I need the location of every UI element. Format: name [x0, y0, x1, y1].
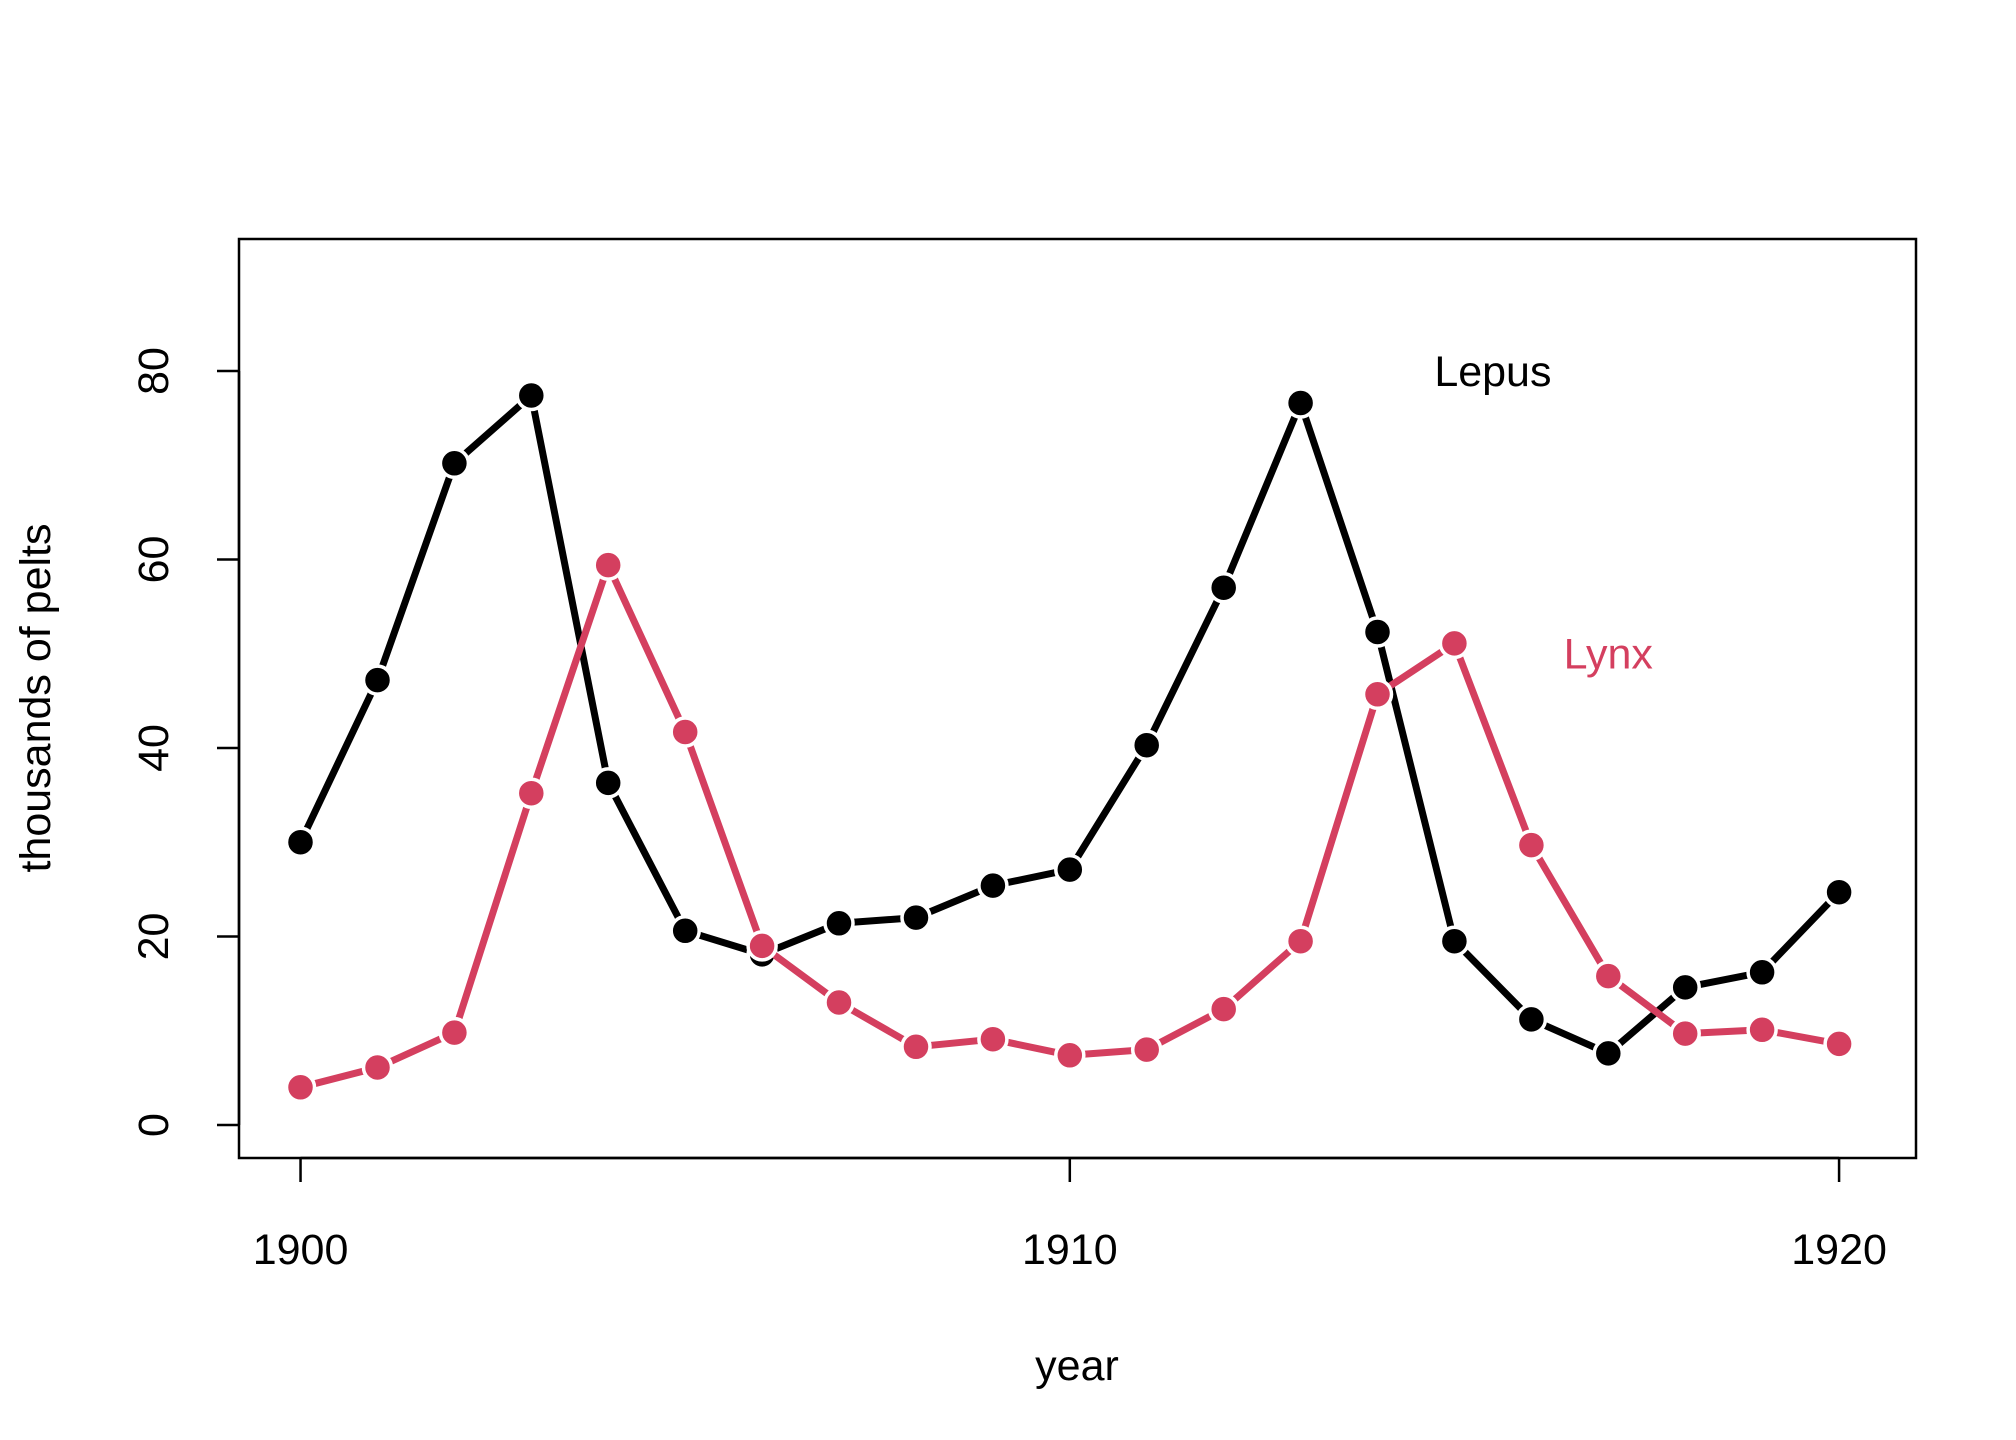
data-point-lynx — [284, 1071, 317, 1104]
data-point-lynx — [1438, 627, 1471, 660]
data-point-lynx — [1361, 678, 1394, 711]
data-point-lepus — [823, 907, 855, 940]
series-layer — [284, 379, 1855, 1104]
data-point-lepus — [900, 901, 932, 934]
data-point-lepus — [361, 664, 394, 696]
plot-frame — [237, 237, 1918, 1160]
data-point-lepus — [1515, 1003, 1548, 1036]
data-point-lepus — [977, 869, 1009, 902]
data-point-lynx — [1130, 1033, 1163, 1066]
data-point-lepus — [1746, 956, 1778, 989]
data-point-lepus — [592, 767, 624, 799]
data-point-lynx — [1207, 993, 1240, 1025]
x-tick-label: 1900 — [253, 1226, 349, 1274]
data-point-lepus — [1823, 876, 1855, 908]
data-point-lepus — [1438, 925, 1471, 957]
data-point-lepus — [1592, 1037, 1625, 1070]
data-point-lepus — [515, 379, 548, 412]
data-point-lepus — [438, 447, 471, 480]
data-point-lepus — [284, 826, 317, 858]
data-point-lynx — [592, 549, 624, 581]
x-tick-label: 1910 — [1022, 1226, 1118, 1274]
x-tick-label: 1920 — [1791, 1226, 1887, 1274]
data-point-lynx — [1746, 1014, 1778, 1046]
data-point-lynx — [1054, 1039, 1086, 1072]
data-point-lepus — [1054, 853, 1086, 886]
data-point-lynx — [1592, 960, 1625, 992]
data-point-lepus — [1130, 729, 1163, 761]
data-point-lynx — [669, 716, 701, 748]
data-point-lynx — [900, 1031, 932, 1063]
series-lynx — [284, 549, 1855, 1104]
y-tick-label: 40 — [130, 724, 178, 772]
data-point-lynx — [977, 1023, 1009, 1055]
series-label-lepus: Lepus — [1434, 348, 1551, 396]
series-lepus — [284, 379, 1855, 1070]
y-tick-label: 80 — [130, 347, 178, 395]
data-point-lepus — [1207, 571, 1240, 604]
data-point-lynx — [746, 930, 778, 962]
y-axis: 0 20 40 60 80 — [130, 347, 241, 1137]
data-point-lepus — [1284, 387, 1317, 419]
y-tick-label: 60 — [130, 536, 178, 584]
data-point-lynx — [1669, 1017, 1701, 1050]
data-point-lepus — [669, 915, 701, 947]
data-point-lepus — [1361, 616, 1394, 648]
series-label-lynx: Lynx — [1564, 631, 1654, 679]
y-axis-label: thousands of pelts — [12, 523, 60, 872]
y-tick-label: 20 — [130, 913, 178, 961]
x-axis-label: year — [1035, 1342, 1119, 1390]
data-point-lepus — [1669, 971, 1701, 1004]
data-point-lynx — [1823, 1028, 1855, 1060]
data-point-lynx — [361, 1051, 394, 1084]
annotation-layer: Lepus Lynx — [1434, 348, 1653, 679]
data-point-lynx — [1515, 829, 1548, 861]
data-point-lynx — [515, 777, 548, 809]
data-point-lynx — [823, 986, 855, 1019]
data-point-lynx — [1284, 925, 1317, 957]
data-point-lynx — [438, 1016, 471, 1049]
y-tick-label: 0 — [130, 1113, 178, 1137]
